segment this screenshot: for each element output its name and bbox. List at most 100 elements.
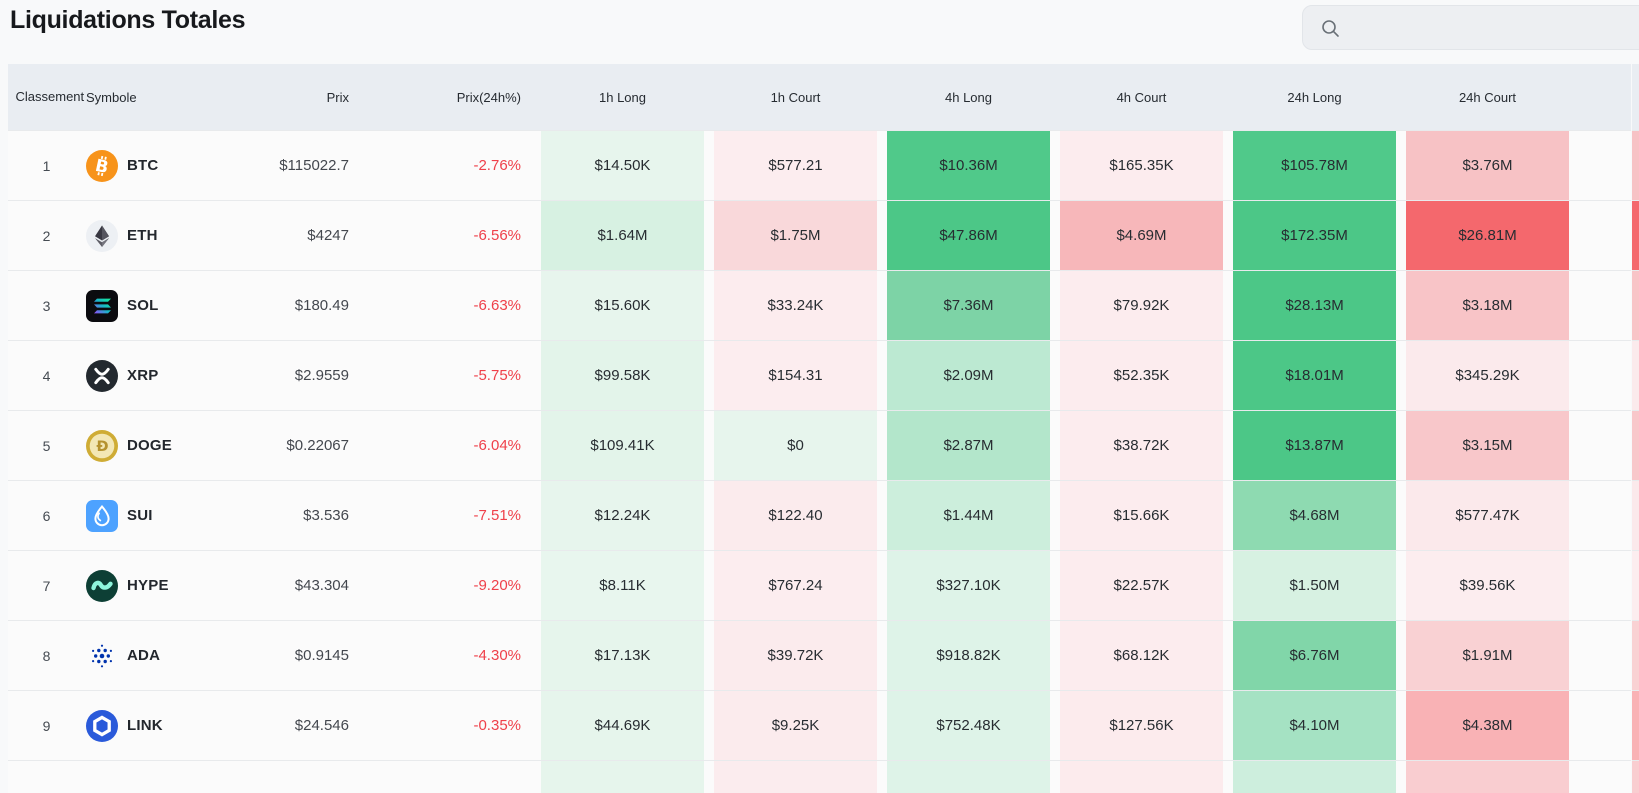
- symbol-cell: SUI: [85, 481, 247, 550]
- price-cell: $0.9145: [294, 647, 349, 664]
- liquidation-cell-24h-long: $4.10M: [1233, 691, 1396, 760]
- edge-cell-sliver: [1632, 480, 1639, 550]
- symbol-label: BTC: [127, 157, 159, 174]
- change-24h-cell: -9.20%: [473, 577, 521, 594]
- liquidation-cell-1h-court: $0: [714, 411, 877, 480]
- table-row-link[interactable]: 9 LINK $24.546 -0.35% $44.69K $9.25K $752.48K $…: [8, 690, 1631, 760]
- price-cell: $115022.7: [279, 157, 349, 174]
- edge-cell-sliver: [1632, 340, 1639, 410]
- right-edge-column-sliver: [1632, 64, 1639, 793]
- rank-cell: 8: [42, 647, 51, 664]
- liquidation-cell-24h-long: $13.87M: [1233, 411, 1396, 480]
- column-header-24h-long[interactable]: 24h Long: [1287, 89, 1342, 105]
- rank-cell: 2: [42, 227, 51, 244]
- liquidation-cell-1h-long: $8.11K: [541, 551, 704, 620]
- edge-cell-sliver: [1632, 760, 1639, 793]
- liquidation-cell-1h-court: $33.24K: [714, 271, 877, 340]
- liquidation-cell-4h-court: $52.35K: [1060, 341, 1223, 410]
- empty-cell: [8, 761, 85, 793]
- btc-icon: B: [86, 149, 118, 182]
- column-header-price[interactable]: Prix: [326, 89, 349, 105]
- table-row-doge[interactable]: 5 Ð DOGE $0.22067 -6.04% $109.41K $0 $2.87M $38.…: [8, 410, 1631, 480]
- column-header-symbol[interactable]: Symbole: [86, 89, 137, 105]
- edge-cell-sliver: [1632, 690, 1639, 760]
- link-icon: [86, 709, 118, 742]
- table-row-ada[interactable]: 8 ADA $0.9145 -4.30% $17.13K $39.72K $918.82K $…: [8, 620, 1631, 690]
- liquidation-cell-4h-court: $15.66K: [1060, 481, 1223, 550]
- table-row-sol[interactable]: 3 SOL $180.49 -6.63% $15.60K $33.24K $7.36M $79…: [8, 270, 1631, 340]
- liquidation-cell-4h-long: $1.44M: [887, 481, 1050, 550]
- price-cell: $24.546: [294, 717, 349, 734]
- change-24h-cell: -5.75%: [473, 367, 521, 384]
- liquidation-cell-24h-court: $3.15M: [1406, 411, 1569, 480]
- liquidation-cell-4h-court: $4.69M: [1060, 201, 1223, 270]
- sui-icon: [86, 499, 118, 532]
- liquidations-table: Classement Symbole Prix Prix(24h%) 1h Long 1h…: [8, 64, 1631, 793]
- page-title: Liquidations Totales: [10, 6, 246, 34]
- xrp-icon: [86, 359, 118, 392]
- table-row-xrp[interactable]: 4 XRP $2.9559 -5.75% $99.58K $154.31 $2.09M $52…: [8, 340, 1631, 410]
- empty-cell: [359, 761, 531, 793]
- edge-cell-sliver: [1632, 550, 1639, 620]
- column-header-1h-long[interactable]: 1h Long: [599, 89, 646, 105]
- table-row-hype[interactable]: 7 HYPE $43.304 -9.20% $8.11K $767.24 $327.10K $…: [8, 550, 1631, 620]
- liquidation-cell-1h-court: $39.72K: [714, 621, 877, 690]
- eth-icon: [86, 219, 118, 252]
- liquidation-cell-1h-court: $577.21: [714, 131, 877, 200]
- symbol-cell: ADA: [85, 621, 247, 690]
- rank-cell: 1: [42, 157, 51, 174]
- liquidation-cell-4h-court: $22.57K: [1060, 551, 1223, 620]
- table-row-partial: [8, 760, 1631, 793]
- column-header-4h-court[interactable]: 4h Court: [1116, 89, 1167, 105]
- liquidation-cell-4h-court: $68.12K: [1060, 621, 1223, 690]
- liquidation-cell-1h-long: $44.69K: [541, 691, 704, 760]
- edge-cell-sliver: [1632, 200, 1639, 270]
- column-header-1h-court[interactable]: 1h Court: [770, 89, 821, 105]
- symbol-label: XRP: [127, 367, 159, 384]
- liquidation-cell-1h-long: $17.13K: [541, 621, 704, 690]
- liquidation-cell-24h-court: $577.47K: [1406, 481, 1569, 550]
- liquidation-cell-4h-long: $2.87M: [887, 411, 1050, 480]
- table-row-btc[interactable]: 1 B BTC $115022.7 -2.76% $14.50K $577.21 $10.36…: [8, 130, 1631, 200]
- liquidation-cell-4h-court: $79.92K: [1060, 271, 1223, 340]
- liquidation-cell-24h-court: $3.18M: [1406, 271, 1569, 340]
- rank-cell: 4: [42, 367, 51, 384]
- column-header-rank[interactable]: Classement: [15, 88, 85, 104]
- table-row-sui[interactable]: 6 SUI $3.536 -7.51% $12.24K $122.40 $1.44M $15.…: [8, 480, 1631, 550]
- liquidation-cell-1h-court: $154.31: [714, 341, 877, 410]
- liquidation-cell-4h-long: $7.36M: [887, 271, 1050, 340]
- search-box[interactable]: [1302, 5, 1639, 50]
- symbol-cell: XRP: [85, 341, 247, 410]
- price-cell: $43.304: [294, 577, 349, 594]
- svg-text:Ð: Ð: [96, 439, 108, 455]
- liquidation-cell-4h-long: $327.10K: [887, 551, 1050, 620]
- liquidation-cell-24h-court: $26.81M: [1406, 201, 1569, 270]
- liquidation-cell-1h-long: $14.50K: [541, 131, 704, 200]
- change-24h-cell: -6.04%: [473, 437, 521, 454]
- edge-cell-sliver: [1632, 620, 1639, 690]
- symbol-cell: SOL: [85, 271, 247, 340]
- sol-icon: [86, 289, 118, 322]
- rank-cell: 7: [42, 577, 51, 594]
- column-header-24h-court[interactable]: 24h Court: [1458, 89, 1517, 105]
- symbol-label: SUI: [127, 507, 153, 524]
- column-header-4h-long[interactable]: 4h Long: [945, 89, 992, 105]
- liquidation-cell-4h-long: $918.82K: [887, 621, 1050, 690]
- change-24h-cell: -6.63%: [473, 297, 521, 314]
- liquidation-cell-1h-long: $1.64M: [541, 201, 704, 270]
- liquidation-cell-24h-long: $105.78M: [1233, 131, 1396, 200]
- column-header-change[interactable]: Prix(24h%): [456, 89, 521, 105]
- price-cell: $2.9559: [294, 367, 349, 384]
- symbol-label: ADA: [127, 647, 161, 664]
- symbol-label: HYPE: [127, 577, 169, 594]
- table-row-eth[interactable]: 2 ETH $4247 -6.56% $1.64M $1.75M $47.86M $4.69M…: [8, 200, 1631, 270]
- liquidation-cell-1h-long: [541, 761, 704, 793]
- table-header-row: Classement Symbole Prix Prix(24h%) 1h Long 1h…: [8, 64, 1631, 130]
- doge-icon: Ð: [86, 429, 118, 462]
- search-input[interactable]: [1350, 18, 1580, 37]
- svg-text:B: B: [93, 155, 110, 177]
- liquidation-cell-1h-court: [714, 761, 877, 793]
- liquidation-cell-1h-long: $15.60K: [541, 271, 704, 340]
- liquidation-cell-4h-court: [1060, 761, 1223, 793]
- liquidation-cell-4h-long: $2.09M: [887, 341, 1050, 410]
